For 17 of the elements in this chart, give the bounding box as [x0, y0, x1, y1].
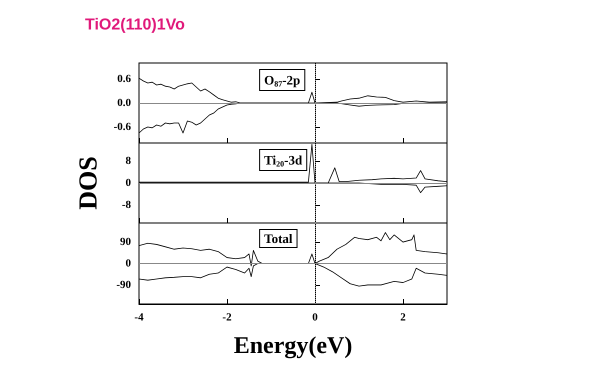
- y-tick-label: 8: [126, 154, 132, 167]
- x-axis-title: Energy(eV): [234, 333, 352, 359]
- y-tick-label: 90: [120, 236, 132, 248]
- y-tick-label: -8: [122, 199, 132, 212]
- x-tick-label: -2: [222, 312, 232, 324]
- x-tick-label: -4: [134, 312, 144, 324]
- chart-title: TiO2(110)1Vo: [85, 16, 186, 34]
- y-tick-label: 0.6: [117, 73, 132, 85]
- x-tick-label: 0: [312, 312, 318, 324]
- x-tick-label: 2: [400, 312, 406, 324]
- y-tick-label: 0: [126, 177, 132, 189]
- y-axis-title: DOS: [74, 156, 102, 210]
- y-tick-label: 0: [126, 258, 132, 270]
- y-tick-label: -90: [116, 278, 132, 291]
- annotation: Total: [264, 231, 293, 246]
- y-tick-label: -0.6: [114, 121, 132, 133]
- y-tick-label: 0.0: [117, 97, 132, 109]
